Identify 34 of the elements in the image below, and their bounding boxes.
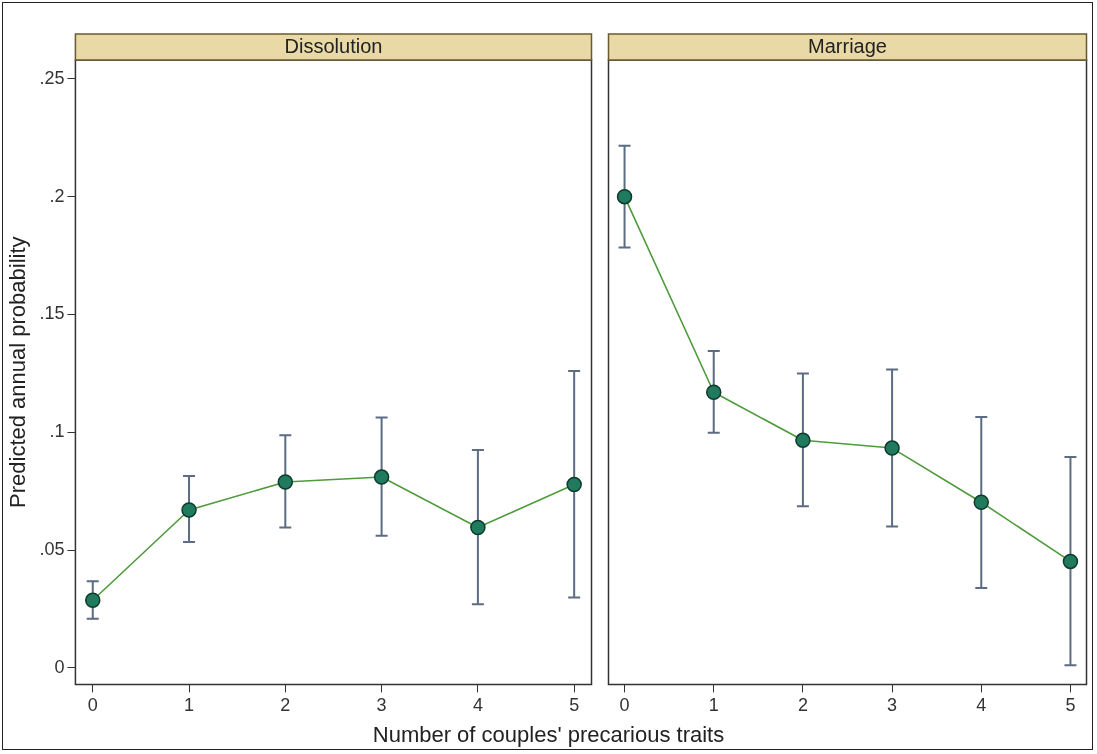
point bbox=[705, 384, 722, 400]
point bbox=[884, 440, 900, 456]
y-tick-label: .15 bbox=[39, 303, 65, 324]
point bbox=[795, 432, 811, 449]
point bbox=[616, 188, 633, 205]
y-tick-label: .1 bbox=[49, 421, 65, 442]
y-tick-label: .2 bbox=[49, 185, 65, 206]
x-tick-label: 3 bbox=[887, 695, 898, 716]
point bbox=[973, 494, 990, 511]
x-tick-label: 1 bbox=[184, 695, 195, 716]
point bbox=[1062, 553, 1079, 570]
y-tick-label: .25 bbox=[39, 67, 65, 88]
x-tick-label: 0 bbox=[87, 695, 98, 716]
point bbox=[85, 592, 101, 609]
point bbox=[566, 476, 582, 493]
y-axis-title: Predicted annual probability bbox=[5, 236, 31, 508]
y-tick-label: 0 bbox=[54, 656, 65, 677]
x-tick-label: 4 bbox=[976, 695, 987, 716]
x-tick-label: 0 bbox=[619, 695, 630, 716]
x-tick-label: 4 bbox=[472, 695, 483, 716]
x-tick-label: 3 bbox=[376, 695, 387, 716]
point bbox=[470, 519, 486, 536]
point bbox=[373, 469, 390, 485]
x-tick-label: 2 bbox=[280, 695, 291, 716]
x-tick-label: 5 bbox=[1065, 695, 1076, 716]
y-tick-label: .05 bbox=[39, 539, 65, 560]
x-tick-label: 5 bbox=[569, 695, 580, 716]
x-axis-title: Number of couples' precarious traits bbox=[371, 722, 726, 748]
point bbox=[277, 474, 294, 490]
x-tick-label: 2 bbox=[797, 695, 808, 716]
point bbox=[181, 502, 197, 518]
x-tick-label: 1 bbox=[708, 695, 719, 716]
chart-title: Dissolution bbox=[284, 34, 383, 57]
chart-title: Marriage bbox=[808, 34, 887, 57]
